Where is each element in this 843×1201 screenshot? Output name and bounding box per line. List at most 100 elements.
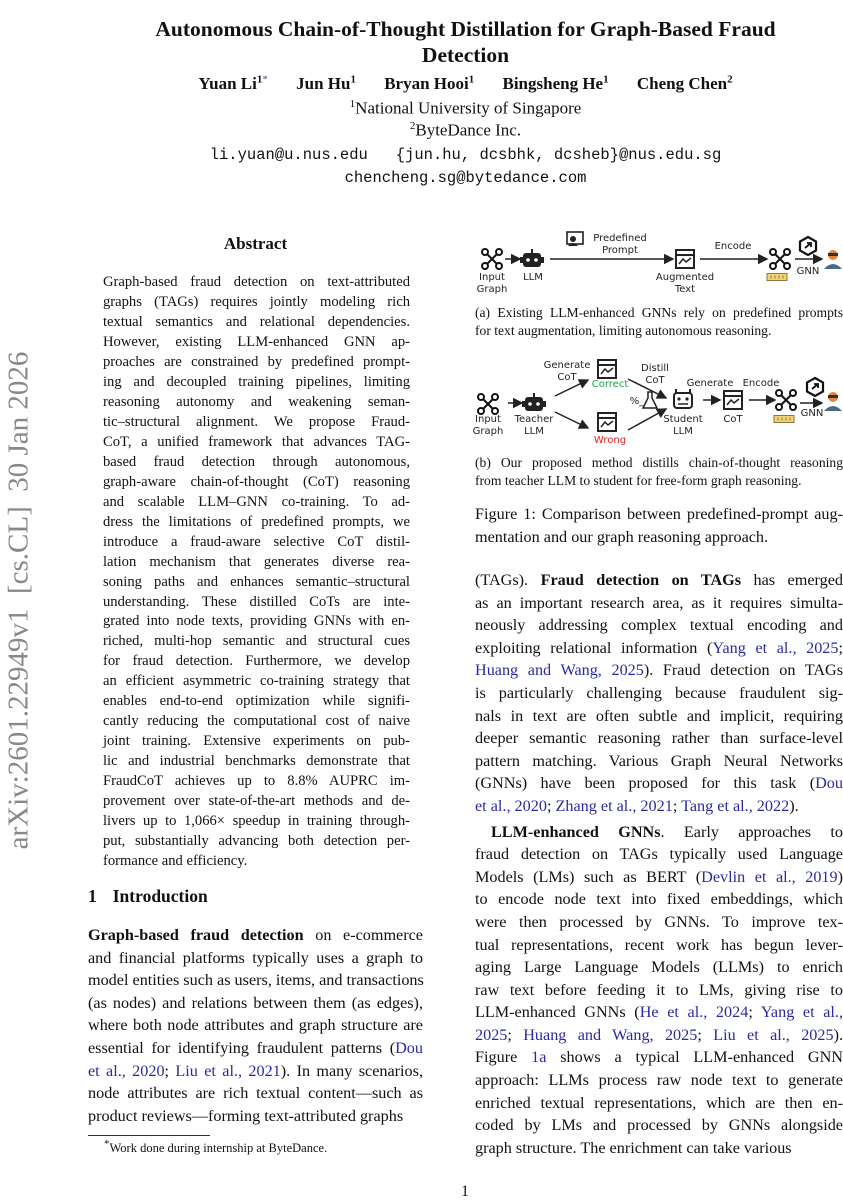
text-line: formance and efficiency. xyxy=(103,852,410,872)
text-run: has emerged xyxy=(741,571,843,589)
label: GNN xyxy=(797,266,820,277)
paper-title: Autonomous Chain-of-Thought Distillation… xyxy=(88,16,843,68)
text-line: aging Large Language Models (LLMs) to en… xyxy=(475,956,843,979)
text-line: et al., 2020; Zhang et al., 2021; Tang e… xyxy=(475,795,843,818)
text-line: reasoning autonomy and weakening seman- xyxy=(103,393,410,413)
footnote-mark[interactable]: * xyxy=(262,73,268,85)
caption-line: Figure 1: Comparison between predefined-… xyxy=(475,503,843,526)
filter-symbol: %_ xyxy=(630,396,646,407)
text-line: coded by LMs and processed by GNNs along… xyxy=(475,1114,843,1137)
text-line: were then processed by GNNs. To improve … xyxy=(475,911,843,934)
text-run: ). xyxy=(834,1026,843,1044)
text-line: proaches are constrained by predefined p… xyxy=(103,353,410,373)
text-line: ing and decoupled training pipelines, li… xyxy=(103,373,410,393)
citation-link[interactable]: He et al., 2024 xyxy=(640,1003,749,1021)
text-run: shows a typical LLM-enhanced GNN xyxy=(546,1048,843,1066)
text-line: 2025; Huang and Wang, 2025; Liu et al., … xyxy=(475,1024,843,1047)
text-line: exploiting relational information (Yang … xyxy=(475,637,843,660)
citation-link[interactable]: Dou xyxy=(815,774,843,792)
label: Input xyxy=(475,414,501,425)
citation-link[interactable]: Liu et al., 2025 xyxy=(713,1026,833,1044)
label: Generate xyxy=(544,360,591,371)
student-llm-robot-icon xyxy=(674,389,692,408)
text-line: lic and industrial benchmarks demonstrat… xyxy=(103,752,410,772)
text-run: ). Fraud detection on TAGs xyxy=(644,661,843,679)
text-line: grated into node texts, providing GNNs w… xyxy=(103,612,410,632)
author-affiliation-mark: 1 xyxy=(603,73,609,85)
text-line: LLM-enhanced GNNs (He et al., 2024; Yang… xyxy=(475,1001,843,1024)
text-line: deeper semantic reasoning rather than su… xyxy=(475,727,843,750)
author: Cheng Chen2 xyxy=(637,74,733,93)
text-line: Huang and Wang, 2025). Fraud detection o… xyxy=(475,659,843,682)
right-column-text: (TAGs). Fraud detection on TAGs has emer… xyxy=(475,569,843,1159)
author: Bryan Hooi1 xyxy=(384,74,474,93)
text-line: soning paths and enhances semantic–struc… xyxy=(103,573,410,593)
text-line: CoT, a unified framework that advances T… xyxy=(103,433,410,453)
citation-link[interactable]: Tang et al., 2022 xyxy=(681,797,789,815)
figure-1a: Input Graph LLM Predefined Prompt Augmen… xyxy=(477,232,842,295)
text-run: ; xyxy=(507,1026,523,1044)
citation-link[interactable]: et al., 2020 xyxy=(475,797,547,815)
text-line: based fraud detection through autonomous… xyxy=(103,453,410,473)
citation-link[interactable]: et al., 2020 xyxy=(88,1062,165,1080)
teacher-llm-robot-icon xyxy=(522,393,546,411)
text-run: ; xyxy=(748,1003,761,1021)
text-line: and scalable LLM–GNN co-training. To ad- xyxy=(103,493,410,513)
citation-link[interactable]: 1a xyxy=(531,1048,546,1066)
page-number: 1 xyxy=(0,1183,843,1201)
text-line: provement over state-of-the-art methods … xyxy=(103,792,410,812)
text-run: ; xyxy=(165,1062,176,1080)
text-line: nals in text are often subtle and implic… xyxy=(475,705,843,728)
text-run: ; xyxy=(673,797,681,815)
citation-link[interactable]: Yang et al., 2025 xyxy=(712,639,838,657)
graph-icon xyxy=(770,249,790,269)
arrow xyxy=(555,412,588,428)
citation-link[interactable]: Dou xyxy=(395,1039,423,1057)
llm-robot-icon xyxy=(520,249,544,267)
citation-link[interactable]: 2025 xyxy=(475,1026,507,1044)
label: Graph xyxy=(473,426,504,437)
citation-link[interactable]: Zhang et al., 2021 xyxy=(555,797,672,815)
author: Bingsheng He1 xyxy=(503,74,609,93)
affiliation: 1National University of Singapore xyxy=(88,98,843,119)
text-line: Models (LMs) such as BERT (Devlin et al.… xyxy=(475,866,843,889)
text-line: is particularly challenging because frau… xyxy=(475,682,843,705)
citation-link[interactable]: Huang and Wang, 2025 xyxy=(523,1026,697,1044)
label: Encode xyxy=(715,241,752,252)
arrow xyxy=(628,409,666,430)
label: LLM xyxy=(524,426,544,437)
text-run: ). In many scenarios, xyxy=(281,1062,423,1080)
text-line: Graph-based fraud detection on text-attr… xyxy=(103,273,410,293)
email-line: chencheng.sg@bytedance.com xyxy=(88,169,843,187)
text-run: Figure xyxy=(475,1048,531,1066)
flask-icon xyxy=(643,392,657,408)
text-run: LLM-enhanced GNNs ( xyxy=(475,1003,640,1021)
text-line: model entities such as users, items, and… xyxy=(88,969,423,992)
citation-link[interactable]: Liu et al., 2021 xyxy=(175,1062,280,1080)
bold-run-in-heading: LLM-enhanced GNNs xyxy=(491,823,661,841)
affiliation-name: National University of Singapore xyxy=(355,99,581,118)
email-line: li.yuan@u.nus.edu {jun.hu, dcsbhk, dcshe… xyxy=(88,146,843,164)
label: LLM xyxy=(523,272,543,283)
label: Text xyxy=(674,284,695,295)
correct-label: Correct xyxy=(592,379,629,390)
bold-run-in-heading: Fraud detection on TAGs xyxy=(541,571,741,589)
embedding-icon xyxy=(774,416,794,423)
input-graph-icon xyxy=(482,249,502,269)
text-line: fraud detection on TAGs typically used L… xyxy=(475,843,843,866)
citation-link[interactable]: Huang and Wang, 2025 xyxy=(475,661,644,679)
citation-link[interactable]: Devlin et al., 2019 xyxy=(701,868,837,886)
text-line: et al., 2020; Liu et al., 2021). In many… xyxy=(88,1060,423,1083)
abstract-body: Graph-based fraud detection on text-attr… xyxy=(103,273,410,872)
citation-link[interactable]: Yang et al., xyxy=(761,1003,843,1021)
text-line: tic–structural alignment. We propose Fra… xyxy=(103,413,410,433)
author-name: Bryan Hooi xyxy=(384,74,469,93)
label: Input xyxy=(479,272,505,283)
caption-line: (a) Existing LLM-enhanced GNNs rely on p… xyxy=(475,304,843,322)
text-run: exploiting relational information ( xyxy=(475,639,712,657)
introduction-paragraph: Graph-based fraud detection on e-commerc… xyxy=(88,924,423,1127)
label: CoT xyxy=(557,372,577,383)
affiliation: 2ByteDance Inc. xyxy=(88,120,843,141)
author-name: Cheng Chen xyxy=(637,74,727,93)
